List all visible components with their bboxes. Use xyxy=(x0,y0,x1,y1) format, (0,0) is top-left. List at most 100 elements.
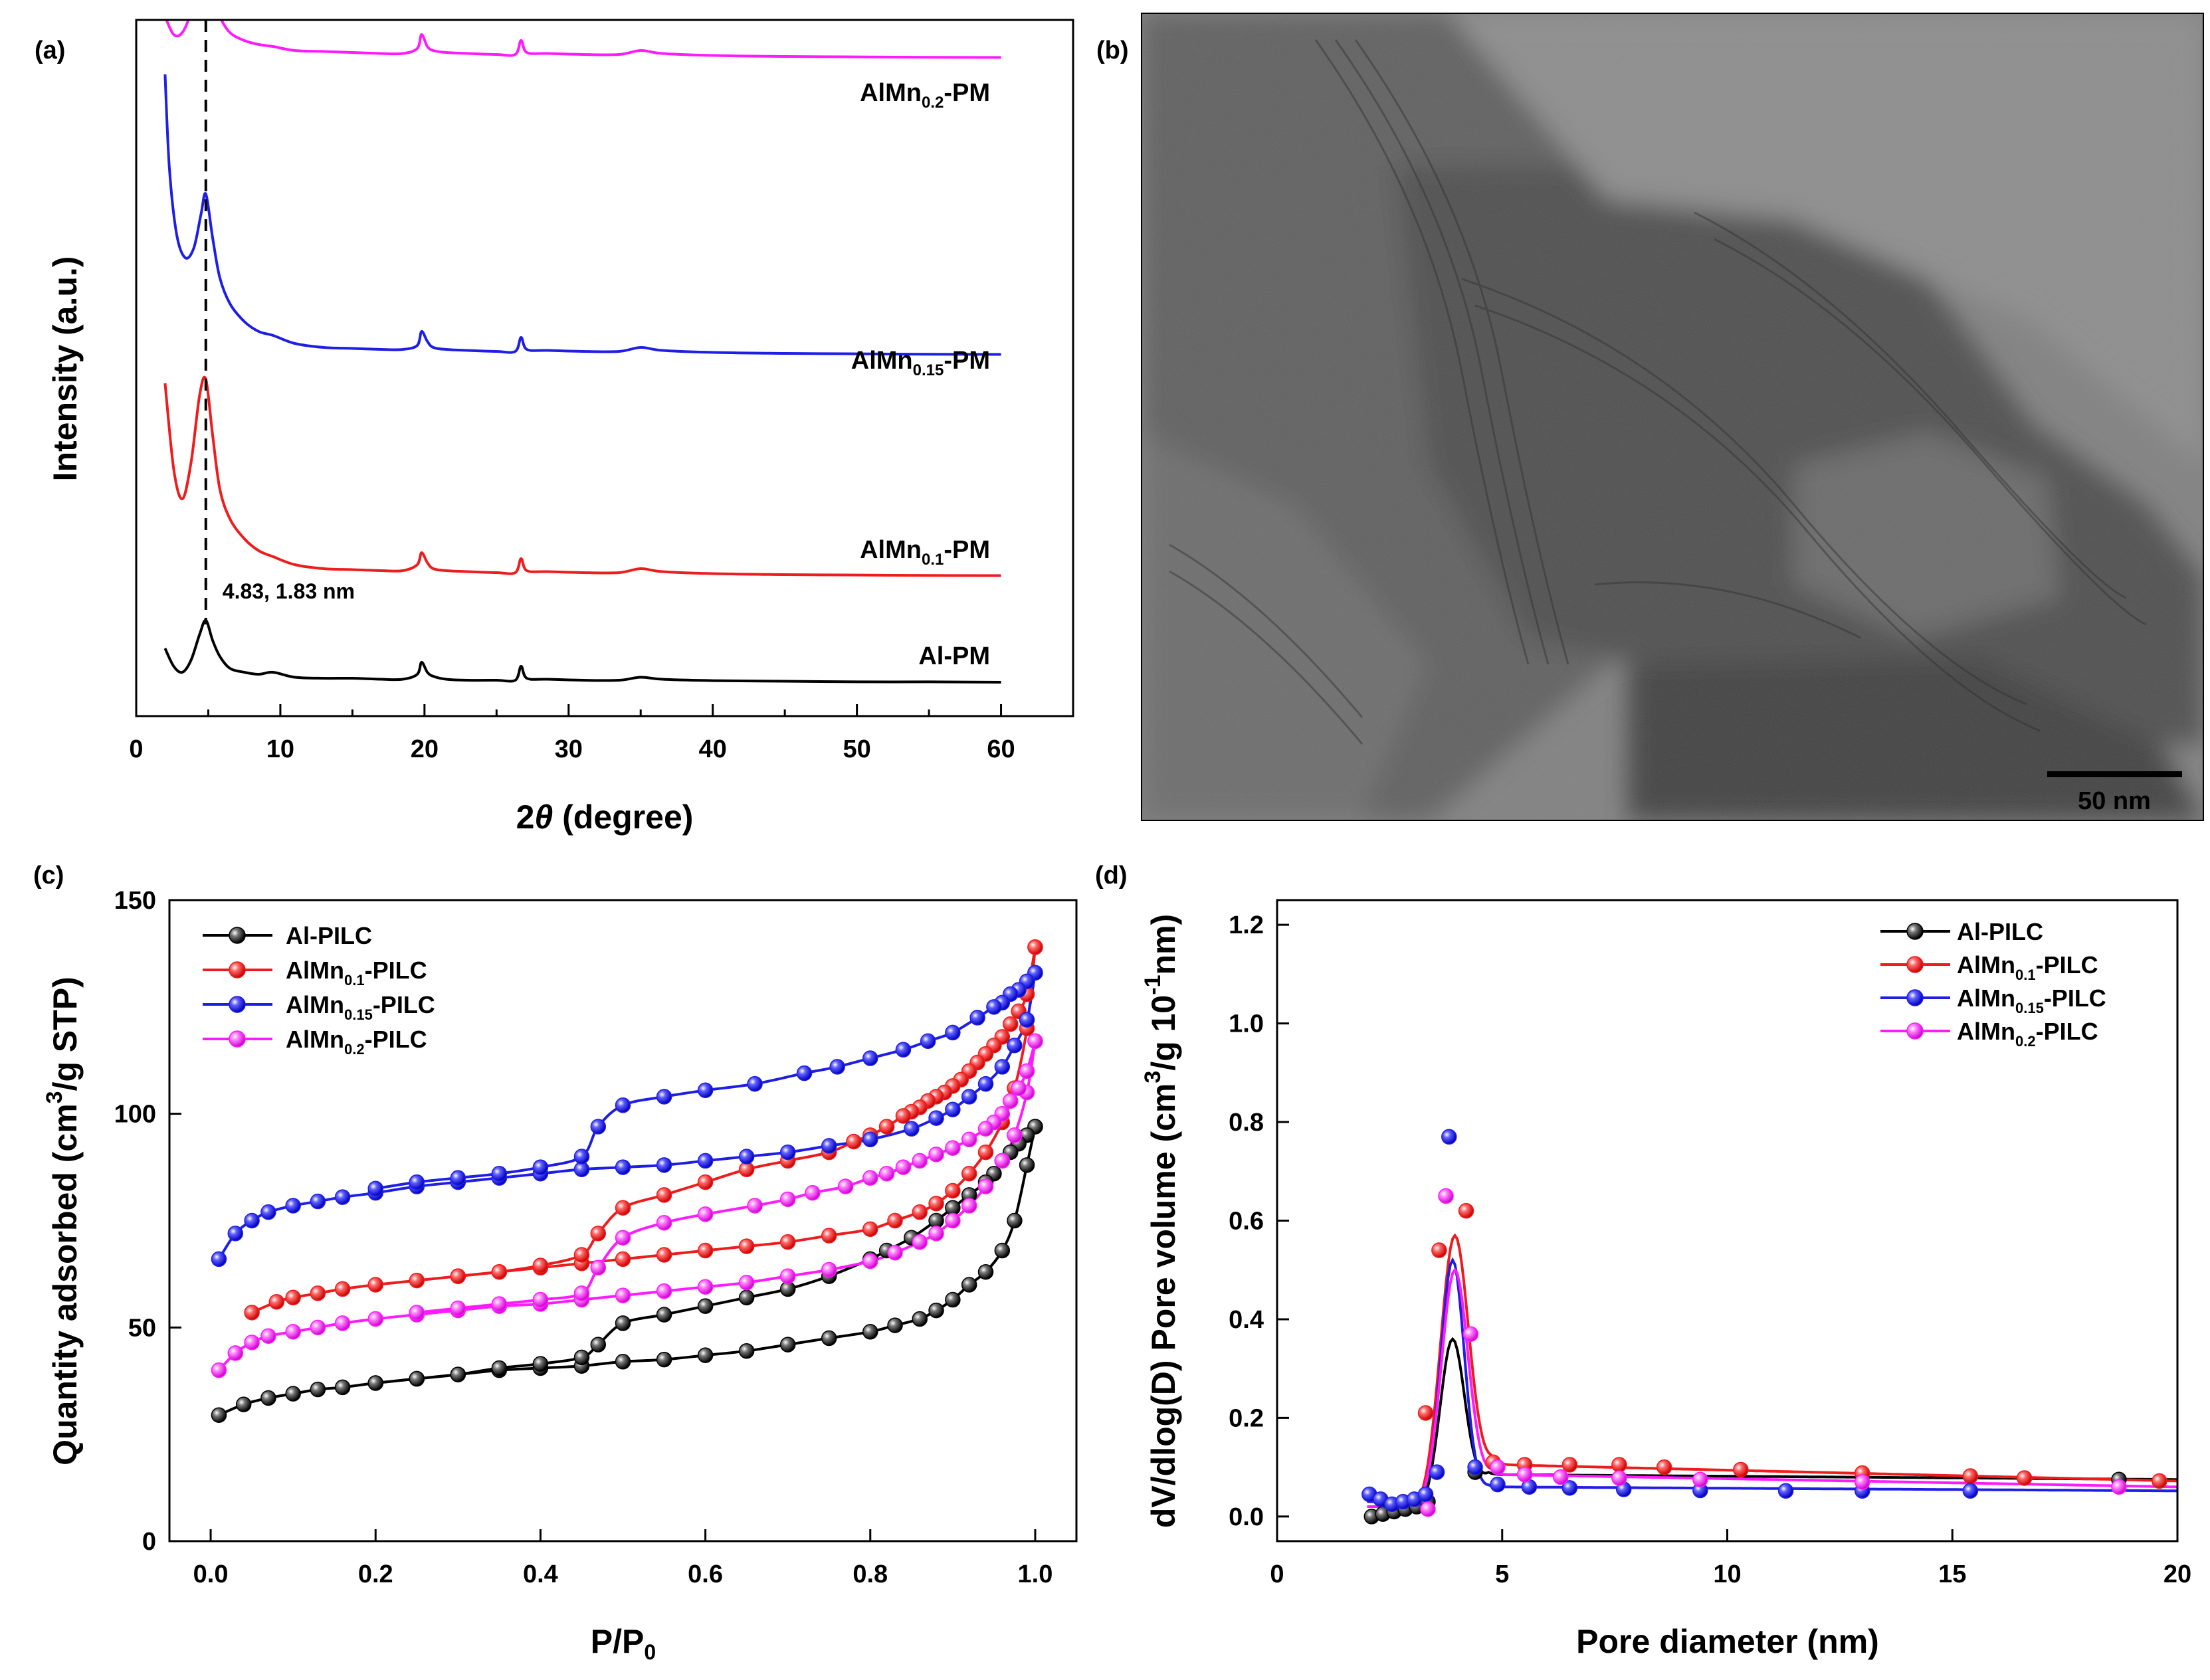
isotherm-point xyxy=(491,1165,508,1182)
isotherm-point xyxy=(656,1247,672,1263)
pore-point xyxy=(1611,1457,1627,1473)
isotherm-point xyxy=(244,1335,260,1351)
isotherm-point xyxy=(532,1258,549,1273)
isotherm-point xyxy=(450,1300,466,1317)
legend-marker xyxy=(229,961,246,979)
legend-d: Al-PILC AlMn0.1-PILCAlMn0.15-PILCAlMn0.2-… xyxy=(1880,918,2106,1050)
pore-point xyxy=(1962,1468,1979,1484)
isotherm-point xyxy=(450,1170,466,1186)
isotherm-point xyxy=(235,1396,252,1412)
isotherm-point xyxy=(615,1230,631,1246)
isotherm-point xyxy=(615,1097,631,1113)
axis-ticks-c: 0.0 0.2 0.4 0.6 0.8 1.0 0 50 100 150 xyxy=(114,887,1053,1588)
isotherm-point xyxy=(532,1291,549,1308)
isotherm-point xyxy=(1007,1212,1023,1229)
panel-b-tem-image: (b) 50 nm xyxy=(1096,13,2204,821)
series-labels-a: Al-PM AlMn0.1-PM AlMn0.15-PM AlMn0.2-PM xyxy=(851,79,990,670)
plot-frame-a xyxy=(135,19,1074,717)
isotherm-point xyxy=(367,1311,383,1327)
isotherm-point xyxy=(656,1283,672,1299)
isotherm-point xyxy=(961,1089,977,1105)
reference-line-label: 4.83, 1.83 nm xyxy=(223,579,355,603)
isotherm-point xyxy=(532,1159,549,1175)
legend-marker xyxy=(229,927,246,944)
isotherm-point xyxy=(969,1010,985,1026)
fit-line-AlMn0.1-PILC xyxy=(1367,1233,2177,1513)
y-tick-label: 0.6 xyxy=(1229,1208,1264,1236)
isotherm-point xyxy=(928,1110,944,1126)
isotherm-point xyxy=(887,1212,903,1229)
tem-frame xyxy=(1141,13,2204,821)
y-tick-label: 50 xyxy=(128,1314,156,1342)
x-axis-title-d: Pore diameter (nm) xyxy=(1576,1623,1879,1660)
isotherm-point xyxy=(268,1293,285,1310)
tem-noise xyxy=(1142,13,2203,820)
legend-marker xyxy=(1906,956,1924,973)
x-tick-label: 0.8 xyxy=(853,1560,888,1588)
isotherm-point xyxy=(821,1330,837,1347)
isotherm-point xyxy=(1002,1016,1019,1032)
x-axis-ticks-a: 0 10 20 30 40 50 60 xyxy=(129,704,1015,763)
isotherm-point xyxy=(977,1263,994,1280)
isotherm-point xyxy=(779,1191,796,1208)
x-tick-label: 60 xyxy=(987,735,1015,763)
isotherm-point xyxy=(846,1133,862,1150)
series-label: AlMn0.2-PILC xyxy=(1957,1018,2098,1050)
isotherm-point xyxy=(590,1226,607,1242)
isotherm-point xyxy=(779,1268,796,1284)
y-tick-label: 1.0 xyxy=(1229,1010,1264,1038)
plot-frame-d xyxy=(1276,899,2179,1542)
panel-label-b: (b) xyxy=(1096,37,1129,64)
x-tick-label: 0 xyxy=(1270,1560,1284,1588)
x-tick-label: 15 xyxy=(1938,1560,1966,1588)
isotherm-point xyxy=(334,1379,351,1396)
isotherm-point xyxy=(285,1198,301,1214)
pore-point xyxy=(1438,1188,1454,1204)
series-label: AlMn0.2-PILC xyxy=(286,1026,427,1058)
isotherm-point xyxy=(862,1324,878,1340)
isotherm-point xyxy=(697,1242,714,1259)
isotherm-point xyxy=(805,1184,821,1201)
isotherm-point xyxy=(1002,1093,1019,1109)
isotherm-point xyxy=(491,1296,508,1312)
x-tick-label: 30 xyxy=(555,735,583,763)
isotherm-point xyxy=(450,1268,466,1284)
isotherm-point xyxy=(895,1159,912,1175)
isotherm-point xyxy=(747,1198,763,1214)
isotherm-point xyxy=(945,1140,961,1156)
isotherm-point xyxy=(912,1311,928,1327)
isotherm-point xyxy=(977,1075,994,1092)
legend-marker xyxy=(1906,989,1924,1006)
isotherm-point xyxy=(573,1247,590,1263)
isotherm-point xyxy=(779,1144,796,1161)
scale-bar xyxy=(2047,771,2182,777)
isotherm-point xyxy=(590,1337,607,1353)
fit-line-AlMn0.2-PILC xyxy=(1367,1267,2177,1508)
isotherm-point xyxy=(656,1089,672,1105)
isotherm-point xyxy=(994,1153,1011,1169)
panel-label-c: (c) xyxy=(33,862,64,889)
isotherm-point xyxy=(994,1242,1011,1259)
isotherm-point xyxy=(738,1275,755,1291)
isotherm-point xyxy=(878,1119,895,1135)
isotherm-point xyxy=(285,1324,301,1340)
y-tick-label: 1.2 xyxy=(1229,911,1264,939)
x-tick-label: 5 xyxy=(1495,1560,1509,1588)
isotherm-point xyxy=(994,1059,1011,1075)
isotherm-point xyxy=(697,1347,714,1363)
isotherm-point xyxy=(697,1298,714,1314)
isotherm-point xyxy=(821,1228,837,1244)
isotherm-point xyxy=(837,1178,854,1194)
isotherm-point xyxy=(945,1182,961,1199)
series-label: AlMn0.15-PILC xyxy=(286,991,435,1023)
xrd-curves xyxy=(163,20,1001,684)
isotherm-point xyxy=(738,1343,755,1359)
isotherm-point xyxy=(260,1328,276,1344)
x-tick-label: 0.6 xyxy=(688,1560,723,1588)
isotherm-point xyxy=(656,1351,672,1368)
pore-point xyxy=(2016,1470,2033,1486)
pore-point xyxy=(1417,1405,1434,1421)
isotherm-point xyxy=(656,1187,672,1203)
isotherm-point xyxy=(244,1305,260,1321)
isotherm-point xyxy=(887,1317,903,1333)
